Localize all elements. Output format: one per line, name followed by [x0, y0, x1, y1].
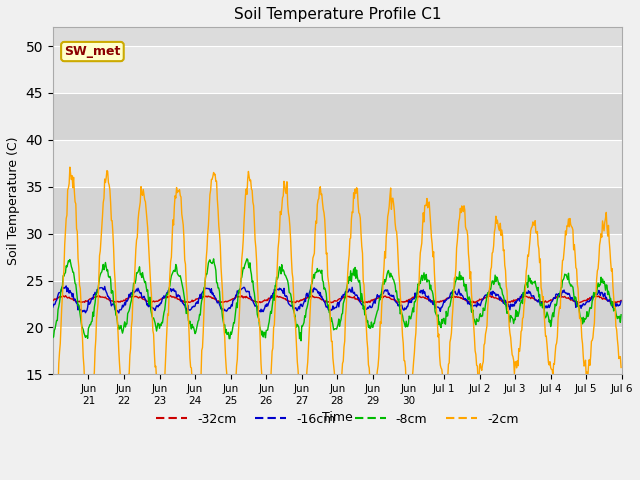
Y-axis label: Soil Temperature (C): Soil Temperature (C): [7, 137, 20, 265]
Bar: [53, 140, 622, 187]
Bar: [53, 234, 622, 281]
Bar: [53, 187, 622, 234]
Legend: -32cm, -16cm, -8cm, -2cm: -32cm, -16cm, -8cm, -2cm: [151, 408, 524, 431]
Text: SW_met: SW_met: [64, 45, 120, 58]
Bar: [53, 327, 622, 374]
Bar: [53, 93, 622, 140]
X-axis label: Time: Time: [322, 411, 353, 424]
Bar: [53, 46, 622, 93]
Bar: [53, 281, 622, 327]
Title: Soil Temperature Profile C1: Soil Temperature Profile C1: [234, 7, 441, 22]
